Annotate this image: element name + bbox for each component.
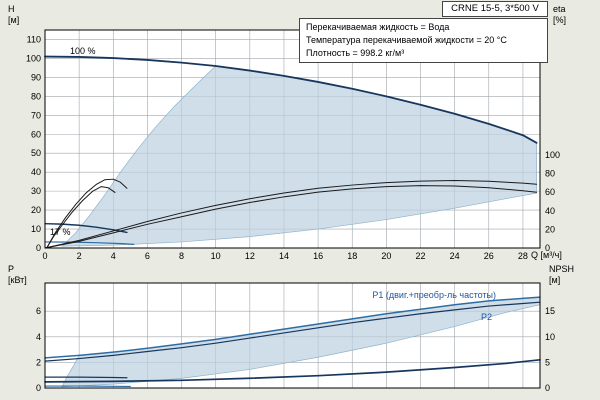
tick-label: 22 — [416, 251, 426, 261]
info-temperature: Температура перекачиваемой жидкости = 20… — [306, 35, 507, 45]
tick-label: 100 — [545, 150, 560, 160]
tick-label: 110 — [27, 34, 41, 44]
p-axis-unit: [кВт] — [8, 275, 27, 285]
p-axis-label: P [кВт] — [8, 264, 27, 286]
power-npsh-panel: 0 2 4 6 0 5 10 15 — [36, 282, 555, 393]
speed-label-100pct: 100 % — [70, 46, 96, 56]
head-curve-min-speed-blue — [44, 241, 135, 245]
q-axis-label: Q [м³/ч] — [531, 250, 562, 260]
tick-label: 2 — [77, 251, 82, 261]
tick-label: 15 — [545, 306, 555, 316]
tick-label: 60 — [545, 187, 555, 197]
tick-label: 24 — [450, 251, 460, 261]
tick-label: 18 — [347, 251, 357, 261]
tick-label: 90 — [31, 72, 41, 82]
tick-label: 6 — [36, 306, 41, 316]
tick-label: 26 — [484, 251, 494, 261]
tick-label: 4 — [36, 332, 41, 342]
npsh-axis-unit: [м] — [549, 275, 561, 285]
tick-label: 20 — [381, 251, 391, 261]
info-density: Плотность = 998.2 кг/м³ — [306, 48, 405, 58]
info-liquid: Перекачиваемая жидкость = Вода — [306, 22, 450, 32]
tick-label: 8 — [179, 251, 184, 261]
eta-curve-2 — [44, 185, 538, 249]
p-min-speed-dark — [44, 376, 128, 379]
tick-label: 14 — [279, 251, 289, 261]
tick-label: 16 — [313, 251, 323, 261]
tick-label: 5 — [545, 357, 550, 367]
tick-label: 100 — [26, 53, 41, 63]
speed-label-17pct: 17 % — [50, 227, 71, 237]
head-curve-100pct — [44, 55, 538, 144]
p-axis-symbol: P — [8, 264, 15, 274]
tick-label: 12 — [245, 251, 255, 261]
tick-label: 10 — [31, 224, 41, 234]
eta-curve-min-speed-2 — [46, 186, 116, 249]
p1-curve-label: P1 (двиг.+преобр-ль частоты) — [372, 290, 496, 300]
tick-label: 0 — [42, 251, 47, 261]
h-axis-label: H [м] — [8, 4, 19, 26]
tick-label: 2 — [36, 357, 41, 367]
tick-label: 4 — [111, 251, 116, 261]
eta-curve-min-speed-1 — [46, 178, 128, 249]
tick-label: 10 — [545, 332, 555, 342]
tick-label: 0 — [545, 383, 550, 393]
tick-label: 20 — [545, 224, 555, 234]
eta-curve-1 — [44, 180, 538, 249]
tick-label: 0 — [545, 243, 550, 253]
p2-curve — [44, 301, 541, 362]
tick-label: 28 — [518, 251, 528, 261]
tick-label: 40 — [31, 167, 41, 177]
tick-label: 40 — [545, 206, 555, 216]
p1-curve — [44, 296, 541, 359]
h-axis-symbol: H — [8, 4, 15, 14]
liquid-info-box: Перекачиваемая жидкость = Вода Температу… — [299, 18, 548, 63]
tick-label: 6 — [145, 251, 150, 261]
tick-label: 80 — [545, 169, 555, 179]
npsh-axis-symbol: NPSH — [549, 264, 575, 274]
tick-label: 10 — [211, 251, 221, 261]
h-axis-unit: [м] — [8, 15, 20, 25]
tick-label: 30 — [31, 186, 41, 196]
tick-label: 70 — [31, 110, 41, 120]
npsh-curve — [44, 358, 541, 383]
tick-label: 0 — [36, 383, 41, 393]
tick-label: 50 — [31, 148, 41, 158]
p2-curve-label: P2 — [481, 312, 493, 322]
tick-label: 80 — [31, 91, 41, 101]
eta-axis-symbol: eta — [553, 4, 566, 14]
tick-label: 20 — [31, 205, 41, 215]
npsh-axis-label: NPSH [м] — [549, 264, 574, 286]
tick-label: 0 — [36, 243, 41, 253]
pump-model-badge: CRNE 15-5, 3*500 V — [442, 1, 548, 17]
tick-label: 60 — [31, 129, 41, 139]
eta-axis-unit: [%] — [553, 15, 567, 25]
eta-axis-label: eta [%] — [553, 4, 566, 26]
